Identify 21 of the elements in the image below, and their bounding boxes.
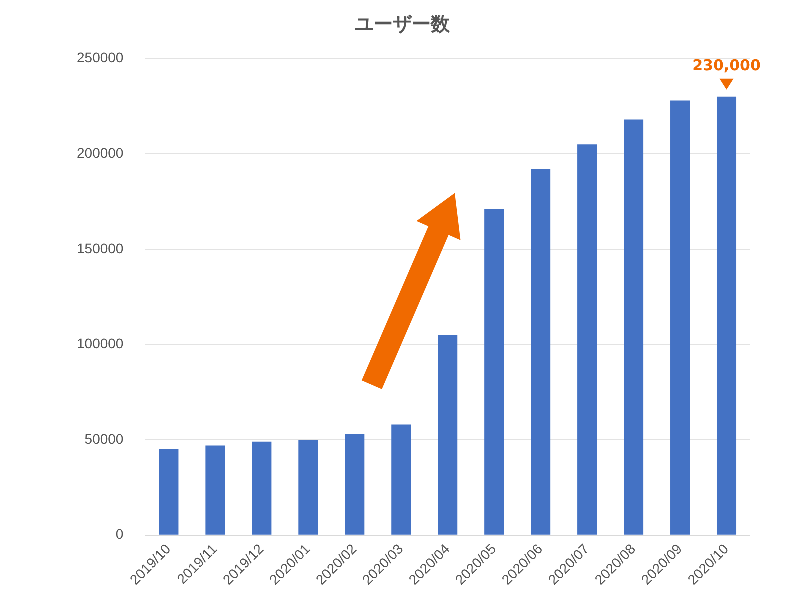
bar xyxy=(484,209,504,535)
y-tick-label: 200000 xyxy=(77,144,124,161)
bar xyxy=(531,169,551,535)
bar xyxy=(345,434,365,535)
bar xyxy=(252,442,272,535)
bar xyxy=(206,446,226,535)
bar xyxy=(159,450,179,535)
bar xyxy=(392,424,412,535)
bar xyxy=(670,100,690,535)
bar xyxy=(438,335,458,535)
y-tick-label: 250000 xyxy=(77,50,124,66)
bar xyxy=(624,120,644,535)
y-tick-label: 50000 xyxy=(84,430,124,447)
y-tick-label: 100000 xyxy=(77,336,124,352)
chart-title: ユーザー数 xyxy=(355,13,451,36)
y-tick-label: 0 xyxy=(116,526,124,542)
y-tick-label: 150000 xyxy=(77,240,124,256)
data-label: 230,000 xyxy=(692,56,761,74)
bar xyxy=(716,96,737,535)
bar xyxy=(298,440,318,535)
bar xyxy=(578,144,598,535)
